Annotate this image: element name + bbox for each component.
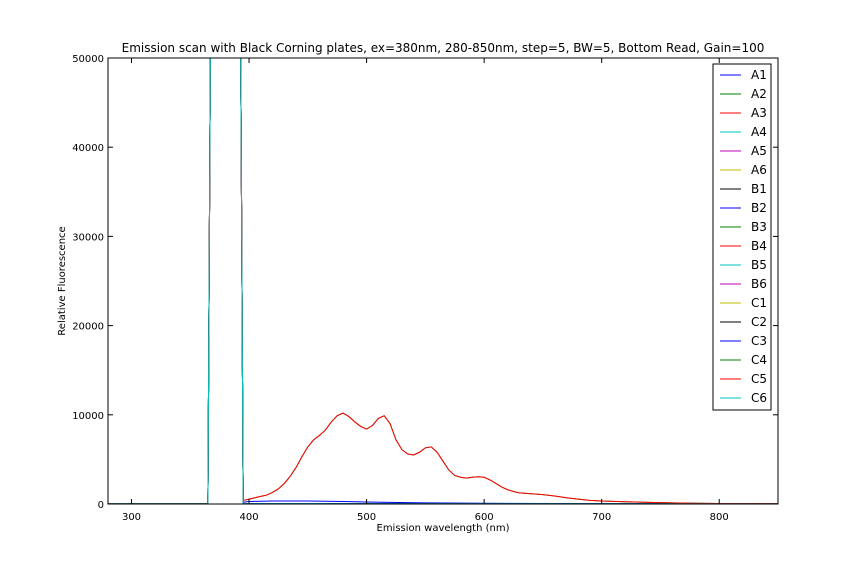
- legend-label-c2: C2: [751, 315, 767, 329]
- legend-label-a4: A4: [751, 125, 767, 139]
- legend-label-b1: B1: [751, 182, 767, 196]
- y-tick-label: 20000: [72, 322, 104, 333]
- legend-label-b5: B5: [751, 258, 767, 272]
- y-tick-label: 40000: [72, 143, 104, 154]
- x-tick-label: 600: [475, 512, 494, 523]
- chart-title: Emission scan with Black Corning plates,…: [122, 41, 765, 55]
- legend-label-a2: A2: [751, 87, 767, 101]
- x-axis-title: Emission wavelength (nm): [377, 523, 510, 534]
- legend-label-c1: C1: [751, 296, 767, 310]
- y-tick-label: 50000: [72, 54, 104, 65]
- legend-label-c6: C6: [751, 391, 767, 405]
- legend-label-b2: B2: [751, 201, 767, 215]
- series-line-c5: [108, 58, 778, 504]
- legend-label-c5: C5: [751, 372, 767, 386]
- y-tick-label: 10000: [72, 411, 104, 422]
- series-layer: [108, 58, 778, 504]
- axis-ticks: 300 400 500 600 700 800 0 10000 20000 30000 40000 5…: [72, 54, 778, 523]
- series-line-c6: [108, 58, 778, 504]
- x-tick-label: 800: [710, 512, 729, 523]
- legend-label-b4: B4: [751, 239, 767, 253]
- legend: A1 A2 A3 A4 A5 A6 B1 B2 B3 B4 B5 B6 C1 C2 C3 C4 C5 C6: [712, 63, 772, 411]
- legend-label-c3: C3: [751, 334, 767, 348]
- legend-box: [712, 63, 772, 411]
- legend-label-a6: A6: [751, 163, 767, 177]
- x-tick-label: 500: [357, 512, 376, 523]
- x-tick-label: 400: [240, 512, 259, 523]
- y-tick-label: 30000: [72, 232, 104, 243]
- legend-label-c4: C4: [751, 353, 767, 367]
- y-axis-title: Relative Fluorescence: [57, 226, 68, 335]
- legend-label-b6: B6: [751, 277, 767, 291]
- y-tick-label: 0: [98, 500, 104, 511]
- legend-label-a1: A1: [751, 68, 767, 82]
- legend-label-b3: B3: [751, 220, 767, 234]
- legend-label-a3: A3: [751, 106, 767, 120]
- plot-frame: [107, 57, 779, 505]
- legend-label-a5: A5: [751, 144, 767, 158]
- x-tick-label: 700: [592, 512, 611, 523]
- x-tick-label: 300: [122, 512, 141, 523]
